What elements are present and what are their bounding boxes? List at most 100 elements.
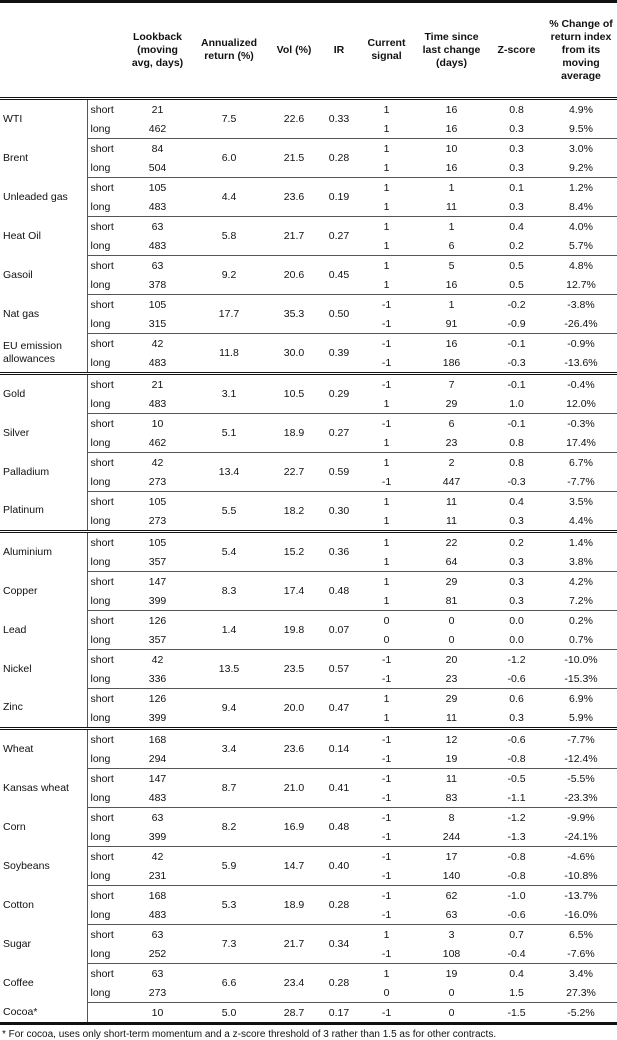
time-since-change-cell: 1: [415, 216, 488, 236]
pct-change-cell: 4.2%: [545, 571, 617, 591]
z-score-cell: -1.1: [507, 791, 526, 804]
table-row: Nat gas short 105 17.7 35.3 0.50 -1 1 -0.2 -3.8%: [0, 294, 617, 334]
table-row: Cotton short 168 5.3 18.9 0.28 -1 62 -1.0 -13.7%: [0, 885, 617, 925]
horizon-cell: short: [87, 571, 125, 591]
annualized-return-cell: 5.8: [190, 216, 268, 256]
pct-change-cell: 4.9%: [569, 103, 593, 116]
signal-cell: 1: [383, 161, 390, 174]
header-annualized-return: Annualized return (%): [190, 1, 268, 100]
signal-cell: 1: [383, 711, 390, 724]
horizon-cell: long: [90, 475, 111, 488]
header-current-signal: Current signal: [358, 1, 415, 100]
pct-change-cell: 1.4%: [545, 530, 617, 552]
horizon-cell: long: [90, 555, 111, 568]
annualized-return-cell: 5.4: [190, 530, 268, 572]
ir-cell: 0.28: [320, 138, 358, 178]
ir-cell: 0.29: [320, 372, 358, 414]
table-row: long 399 1 11 0.3 5.9%: [0, 708, 617, 729]
z-score-cell: 0.3: [488, 138, 545, 158]
vol-cell: 18.9: [268, 885, 320, 925]
z-score-cell: 1.5: [509, 986, 524, 999]
table-row: Gold short 21 3.1 10.5 0.29 -1 7 -0.1 -0.4%: [0, 372, 617, 414]
lookback-cell: 168: [125, 885, 190, 905]
time-since-change-cell: 29: [445, 397, 458, 410]
z-score-cell: 0.4: [488, 216, 545, 236]
time-since-change-cell: 1: [415, 294, 488, 314]
signal-cell: 0: [358, 610, 415, 630]
commodity-name: Copper: [0, 571, 88, 611]
z-score-cell: 0.7: [488, 924, 545, 944]
commodity-name: Gasoil: [0, 255, 88, 295]
vol-cell: 20.6: [268, 255, 320, 295]
ir-cell: 0.07: [320, 610, 358, 650]
horizon-cell: long: [90, 122, 111, 135]
annualized-return-cell: 3.4: [190, 727, 268, 769]
commodity-name: Nickel: [0, 649, 88, 689]
annualized-return-cell: 5.3: [190, 885, 268, 925]
horizon-cell: short: [87, 530, 125, 552]
time-since-change-cell: 11: [446, 200, 457, 213]
signal-cell: 1: [358, 452, 415, 472]
signal-cell: 1: [383, 514, 390, 527]
signal-cell: -1: [358, 727, 415, 749]
commodity-name: Aluminium: [0, 530, 88, 572]
horizon-cell: long: [90, 672, 111, 685]
signal-cell: 0: [383, 986, 390, 999]
pct-change-cell: -7.7%: [545, 727, 617, 749]
time-since-change-cell: 29: [415, 571, 488, 591]
ir-cell: 0.30: [320, 491, 358, 532]
header-lookback: Lookback (moving avg, days): [125, 1, 190, 100]
pct-change-cell: -7.7%: [567, 475, 595, 488]
pct-change-cell: 3.8%: [569, 555, 593, 568]
table-row: Wheat short 168 3.4 23.6 0.14 -1 12 -0.6 -7.7%: [0, 727, 617, 769]
signal-cell: -1: [381, 830, 392, 843]
ir-cell: 0.59: [320, 452, 358, 492]
header-time-since-change: Time since last change (days): [415, 1, 488, 100]
signal-cell: 1: [383, 278, 390, 291]
pct-change-cell: 1.2%: [545, 177, 617, 197]
z-score-cell: 0.3: [509, 122, 524, 135]
vol-cell: 18.2: [268, 491, 320, 532]
commodity-name: WTI: [0, 98, 88, 139]
signal-cell: 1: [358, 491, 415, 511]
table-row: long 336 -1 23 -0.6 -15.3%: [0, 669, 617, 689]
pct-change-cell: 4.8%: [545, 255, 617, 275]
vol-cell: 15.2: [268, 530, 320, 572]
annualized-return-cell: 9.4: [190, 688, 268, 729]
time-since-change-cell: 29: [415, 688, 488, 708]
lookback-cell: 21: [151, 103, 164, 116]
table-row: Coffee short 63 6.6 23.4 0.28 1 19 0.4 3.4%: [0, 963, 617, 1003]
horizon-cell: short: [87, 333, 125, 353]
ir-cell: 0.28: [320, 885, 358, 925]
table-row: long 399 -1 244 -1.3 -24.1%: [0, 827, 617, 847]
commodity-name: Sugar: [0, 924, 88, 964]
pct-change-cell: 17.4%: [566, 436, 596, 449]
pct-change-cell: 12.0%: [566, 397, 596, 410]
horizon-cell: short: [87, 138, 125, 158]
horizon-cell: short: [87, 924, 125, 944]
z-score-cell: -0.8: [507, 869, 526, 882]
annualized-return-cell: 4.4: [190, 177, 268, 217]
z-score-cell: 0.3: [509, 161, 524, 174]
annualized-return-cell: 8.3: [190, 571, 268, 611]
table-row: Soybeans short 42 5.9 14.7 0.40 -1 17 -0.8 -4.6%: [0, 846, 617, 886]
vol-cell: 21.0: [268, 768, 320, 808]
z-score-cell: 0.4: [488, 491, 545, 511]
pct-change-cell: -5.5%: [545, 768, 617, 788]
lookback-cell: 399: [148, 830, 167, 843]
z-score-cell: -0.1: [488, 372, 545, 394]
commodity-name: Soybeans: [0, 846, 88, 886]
signal-cell: 1: [383, 594, 390, 607]
z-score-cell: -1.0: [488, 885, 545, 905]
table-row: long 483 1 6 0.2 5.7%: [0, 236, 617, 256]
table-row: long 483 1 11 0.3 8.4%: [0, 197, 617, 217]
commodity-name: Unleaded gas: [0, 177, 88, 217]
lookback-cell: 147: [125, 768, 190, 788]
horizon-cell: short: [87, 294, 125, 314]
horizon-cell: long: [90, 908, 111, 921]
time-since-change-cell: 17: [415, 846, 488, 866]
time-since-change-cell: 62: [415, 885, 488, 905]
time-since-change-cell: 16: [415, 333, 488, 353]
pct-change-cell: -26.4%: [564, 317, 598, 330]
lookback-cell: 483: [148, 908, 167, 921]
